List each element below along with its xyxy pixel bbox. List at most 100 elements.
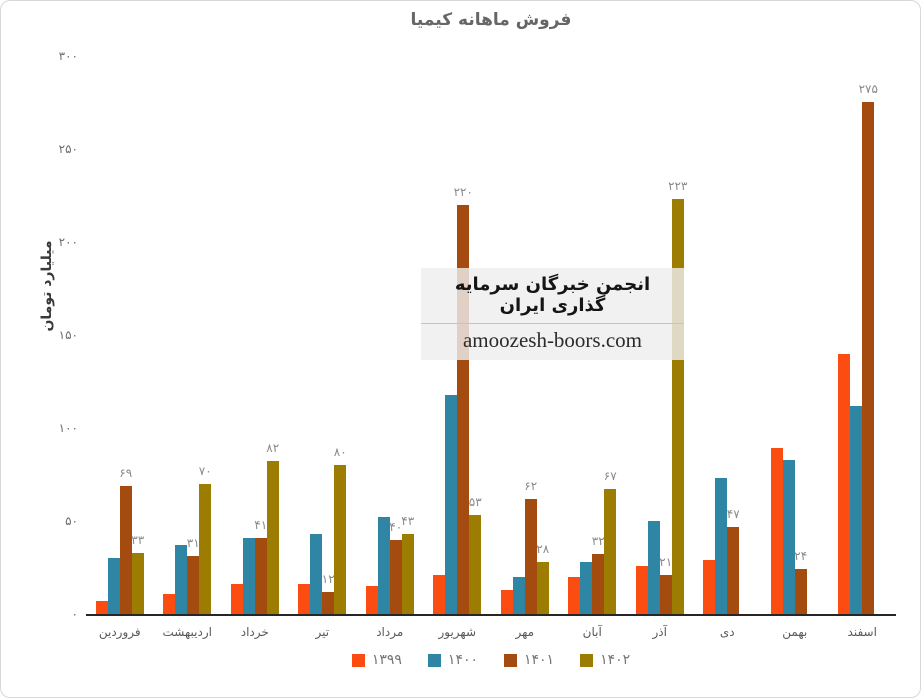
legend-label-1399: ۱۳۹۹ (371, 652, 402, 668)
legend-swatch-1399 (351, 653, 365, 667)
bar-1399-month-1 (95, 601, 108, 614)
y-tick-250: ۲۵۰ (58, 142, 78, 156)
bar-1401-month-7 (524, 499, 537, 614)
bar-group-11: ۲۴ (761, 56, 829, 614)
x-axis-label-11: بهمن (782, 625, 808, 639)
bar-1400-month-8 (580, 562, 593, 614)
bar-1401-month-3 (254, 538, 267, 614)
bar-1401-month-8 (592, 554, 605, 614)
bar-group-2: ۳۱ ۷۰ (154, 56, 222, 614)
data-label-1401-month-1: ۶۹ (119, 466, 133, 480)
data-label-1401-month-4: ۱۲ (321, 572, 335, 586)
legend-item-1402: ۱۴۰۲ (580, 652, 630, 668)
x-axis-label-9: آذر (652, 625, 667, 639)
bar-1402-month-9 (671, 199, 684, 614)
bar-1400-month-11 (782, 460, 795, 614)
bar-group-1: ۶۹ ۳۳ (86, 56, 154, 614)
y-tick-200: ۲۰۰ (58, 235, 78, 249)
bar-1399-month-8 (568, 577, 581, 614)
bar-1401-month-4 (322, 592, 335, 614)
bar-1399-month-3 (230, 584, 243, 614)
bar-1402-month-1 (131, 553, 144, 614)
bar-1400-month-6 (445, 395, 458, 614)
y-axis-ticks: ۰ ۵۰ ۱۰۰ ۱۵۰ ۲۰۰ ۲۵۰ ۳۰۰ (26, 49, 78, 621)
x-axis-label-12: اسفند (847, 625, 877, 639)
y-tick-0: ۰ (71, 607, 78, 621)
data-label-1401-month-5: ۴۰ (389, 520, 403, 534)
bar-1402-month-3 (266, 461, 279, 614)
legend-item-1401: ۱۴۰۱ (504, 652, 554, 668)
data-label-1402-month-6: ۵۳ (468, 495, 482, 509)
data-label-1402-month-5: ۴۳ (401, 514, 415, 528)
bar-1399-month-5 (365, 586, 378, 614)
chart-title: فروش ماهانه کیمیا (410, 10, 572, 30)
bar-group-5: ۴۰ ۴۳ (356, 56, 424, 614)
bar-1400-month-7 (512, 577, 525, 614)
data-label-1402-month-2: ۷۰ (198, 464, 212, 478)
legend-label-1401: ۱۴۰۱ (524, 652, 555, 668)
bar-1400-month-2 (175, 545, 188, 614)
bar-1399-month-12 (838, 354, 851, 614)
x-axis-label-3: خرداد (240, 625, 269, 639)
x-axis-label-1: فروردین (98, 625, 141, 639)
y-tick-150: ۱۵۰ (58, 328, 78, 342)
data-label-1401-month-3: ۴۱ (254, 518, 268, 532)
x-axis-label-6: شهریور (438, 625, 477, 639)
bar-1399-month-6 (433, 575, 446, 614)
bar-1402-month-6 (469, 515, 482, 614)
bar-1402-month-5 (401, 534, 414, 614)
x-axis-label-10: دی (719, 625, 735, 639)
watermark-org-text: انجمن خبرگان سرمایه گذاری ایران (421, 268, 684, 324)
x-axis-label-5: مرداد (376, 625, 404, 639)
bar-group-10: ۴۷ (694, 56, 762, 614)
legend-swatch-1401 (504, 653, 517, 667)
bar-group-4: ۱۲ ۸۰ (289, 56, 357, 614)
bar-1401-month-12 (862, 102, 875, 614)
bar-group-12: ۲۷۵ (829, 56, 897, 614)
bar-1399-month-7 (500, 590, 513, 614)
x-axis-label-8: آبان (582, 625, 602, 639)
legend-swatch-1402 (580, 653, 594, 667)
x-axis-label-2: اردیبهشت (162, 625, 212, 639)
legend: ۱۳۹۹ ۱۴۰۰ ۱۴۰۱ ۱۴۰۲ (86, 652, 896, 668)
legend-label-1400: ۱۴۰۰ (447, 652, 478, 668)
y-tick-50: ۵۰ (65, 514, 78, 528)
data-label-1401-month-11: ۲۴ (794, 549, 808, 563)
bar-1400-month-4 (310, 534, 323, 614)
bar-1402-month-2 (199, 484, 212, 614)
bar-1402-month-7 (536, 562, 549, 614)
x-axis-label-4: تیر (315, 625, 330, 639)
bar-1400-month-9 (647, 521, 660, 614)
data-label-1401-month-12: ۲۷۵ (858, 82, 878, 96)
legend-label-1402: ۱۴۰۲ (600, 652, 631, 668)
bar-group-3: ۴۱ ۸۲ (221, 56, 289, 614)
watermark-site-text: amoozesh-boors.com (462, 328, 643, 352)
legend-item-1399: ۱۳۹۹ (351, 652, 402, 668)
data-label-1402-month-3: ۸۲ (266, 441, 280, 455)
bar-1401-month-10 (727, 527, 740, 614)
legend-item-1400: ۱۴۰۰ (427, 652, 478, 668)
data-label-1402-month-1: ۳۳ (131, 533, 145, 547)
data-label-1402-month-8: ۶۷ (603, 469, 617, 483)
bar-1401-month-6 (457, 205, 470, 614)
bar-1402-month-4 (334, 465, 347, 614)
bar-1401-month-5 (389, 540, 402, 614)
legend-swatch-1400 (427, 653, 441, 667)
bar-1399-month-2 (163, 594, 176, 614)
bar-1401-month-11 (794, 569, 807, 614)
bar-1400-month-3 (242, 538, 255, 614)
bar-1400-month-12 (850, 406, 863, 614)
data-label-1402-month-4: ۸۰ (333, 445, 347, 459)
y-tick-100: ۱۰۰ (58, 421, 78, 435)
bar-1399-month-10 (703, 560, 716, 614)
y-tick-300: ۳۰۰ (58, 49, 78, 63)
bar-1399-month-4 (298, 584, 311, 614)
data-label-1401-month-6: ۲۲۰ (453, 185, 473, 199)
data-label-1402-month-7: ۲۸ (536, 542, 550, 556)
bar-group-8: ۳۲ ۶۷ (559, 56, 627, 614)
bar-1399-month-9 (635, 566, 648, 614)
bar-group-7: ۶۲ ۲۸ (491, 56, 559, 614)
data-label-1402-month-9: ۲۲۳ (668, 179, 688, 193)
data-label-1401-month-7: ۶۲ (524, 479, 538, 493)
